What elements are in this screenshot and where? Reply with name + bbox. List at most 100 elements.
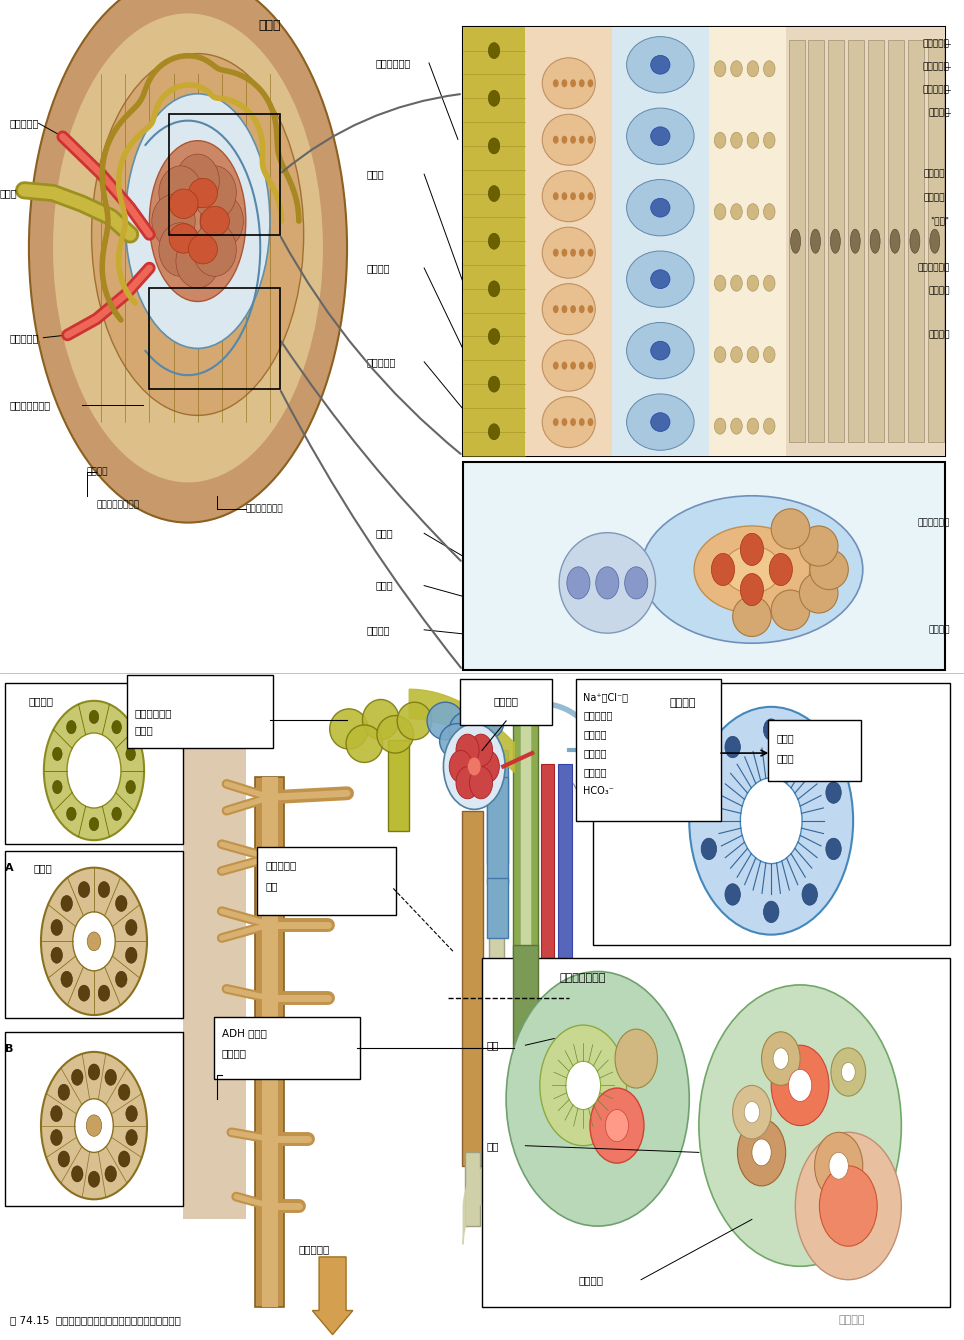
Circle shape (119, 1151, 130, 1167)
FancyBboxPatch shape (576, 679, 721, 821)
Bar (262, 777, 278, 1306)
Circle shape (125, 1130, 137, 1146)
Circle shape (67, 807, 76, 820)
Bar (888, 40, 904, 442)
Circle shape (731, 60, 742, 76)
Circle shape (552, 135, 558, 143)
Circle shape (40, 868, 147, 1016)
Circle shape (699, 985, 901, 1266)
Text: 渗透压增加: 渗透压增加 (299, 1244, 330, 1254)
FancyBboxPatch shape (257, 847, 396, 915)
Bar (513, 945, 538, 1079)
FancyBboxPatch shape (214, 1017, 360, 1079)
Circle shape (67, 721, 76, 734)
Text: 基底层: 基底层 (376, 528, 393, 539)
Circle shape (587, 418, 594, 426)
Ellipse shape (799, 574, 838, 614)
Circle shape (714, 347, 726, 363)
Circle shape (733, 1085, 771, 1139)
Ellipse shape (189, 234, 218, 264)
Circle shape (112, 807, 121, 820)
Circle shape (731, 133, 742, 149)
Bar (463, 27, 945, 456)
Bar (463, 27, 525, 456)
Text: 肾小球囊壁: 肾小球囊壁 (923, 40, 950, 48)
Bar (809, 40, 824, 442)
Circle shape (125, 1106, 137, 1122)
Ellipse shape (627, 394, 694, 450)
Ellipse shape (559, 533, 656, 634)
Bar (5, 1032, 183, 1206)
Circle shape (714, 133, 726, 149)
Ellipse shape (92, 54, 304, 415)
Ellipse shape (850, 229, 860, 253)
Text: 远曲小管: 远曲小管 (366, 263, 389, 273)
Text: 髓祥和直小血管: 髓祥和直小血管 (559, 973, 605, 984)
Circle shape (773, 1048, 789, 1069)
Ellipse shape (201, 206, 229, 236)
Ellipse shape (330, 709, 368, 749)
Circle shape (488, 328, 499, 344)
Circle shape (552, 306, 558, 314)
Circle shape (52, 748, 62, 761)
Circle shape (488, 138, 499, 154)
Ellipse shape (175, 234, 220, 288)
Circle shape (747, 60, 759, 76)
Circle shape (116, 972, 127, 988)
Circle shape (98, 882, 110, 898)
Ellipse shape (723, 547, 781, 594)
Ellipse shape (200, 194, 243, 248)
Circle shape (747, 418, 759, 434)
Text: 致密斑: 致密斑 (366, 169, 384, 180)
Circle shape (552, 79, 558, 87)
Ellipse shape (53, 13, 323, 482)
Ellipse shape (193, 166, 236, 220)
Ellipse shape (427, 702, 464, 740)
Text: 细段: 细段 (487, 1140, 499, 1151)
Circle shape (456, 766, 479, 799)
Circle shape (826, 839, 842, 860)
Circle shape (714, 418, 726, 434)
Circle shape (44, 701, 145, 840)
Circle shape (689, 708, 853, 935)
Circle shape (61, 895, 72, 911)
Text: 颗粒球旁细胞: 颗粒球旁细胞 (376, 58, 412, 68)
Bar (149, 288, 280, 389)
Circle shape (578, 192, 584, 200)
Circle shape (701, 839, 716, 860)
Text: A: A (5, 863, 13, 874)
Circle shape (476, 750, 499, 783)
Circle shape (578, 249, 584, 257)
Ellipse shape (890, 229, 900, 253)
Circle shape (456, 734, 479, 766)
Ellipse shape (627, 180, 694, 236)
Circle shape (763, 133, 775, 149)
Circle shape (831, 1048, 866, 1096)
Circle shape (561, 362, 567, 370)
Text: 脏层肾小囊足细胞: 脏层肾小囊足细胞 (96, 501, 140, 509)
Ellipse shape (651, 127, 670, 146)
Circle shape (763, 275, 775, 291)
Circle shape (88, 933, 101, 951)
Text: 水重吸收: 水重吸收 (222, 1048, 247, 1059)
Text: 超滤液膜: 超滤液膜 (494, 695, 519, 706)
Circle shape (578, 135, 584, 143)
Bar (828, 40, 844, 442)
Bar (709, 27, 786, 456)
Circle shape (51, 1130, 63, 1146)
Bar (927, 40, 944, 442)
Circle shape (725, 884, 740, 906)
Ellipse shape (811, 229, 820, 253)
Text: 近曲小管: 近曲小管 (670, 698, 696, 709)
Ellipse shape (346, 725, 383, 762)
Circle shape (744, 1101, 760, 1123)
Circle shape (71, 1069, 83, 1085)
Ellipse shape (627, 323, 694, 379)
Circle shape (40, 1052, 147, 1199)
Text: Na⁺、Cl⁻、: Na⁺、Cl⁻、 (583, 691, 629, 702)
Circle shape (87, 1115, 102, 1136)
Circle shape (89, 817, 99, 831)
Ellipse shape (377, 716, 414, 753)
Circle shape (789, 1069, 812, 1101)
Bar (5, 683, 183, 844)
